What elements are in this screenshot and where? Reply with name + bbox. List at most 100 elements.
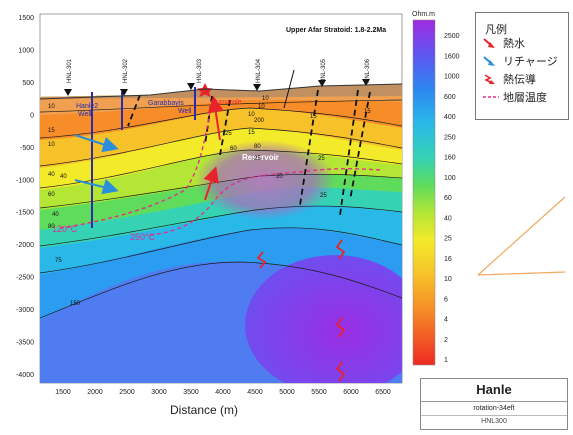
colorbar (412, 19, 436, 366)
contour-value-label: 75 (55, 258, 62, 264)
y-tick-label: -500 (20, 145, 34, 152)
title-block-code: HNL300 (481, 418, 507, 425)
y-tick-label: 500 (22, 80, 34, 87)
x-tick-label: 3000 (151, 389, 167, 396)
fumarole-star-icon (197, 83, 213, 97)
well-name-label: HNL-306 (365, 58, 371, 83)
contour-value-label: 15 (364, 109, 371, 115)
well-name-label: HNL-301 (67, 58, 73, 83)
contour-value-label: 15 (48, 128, 55, 134)
legend-title: 凡例 (485, 23, 507, 36)
well-annotation-well: Well (78, 111, 92, 118)
contour-value-label: 80 (48, 224, 55, 230)
contour-value-label: 10 (48, 104, 55, 110)
x-tick-label: 4000 (215, 389, 231, 396)
well-annotation-fumarole: Fumarole (212, 99, 242, 106)
y-tick-label: -3000 (16, 307, 34, 314)
contour-value-label: 200 (254, 118, 265, 124)
title-block: Hanle rotation-34eft HNL300 (420, 378, 568, 430)
y-tick-label: 1000 (18, 47, 34, 54)
colorbar-label: 100 (444, 175, 456, 182)
colorbar-label: 400 (444, 114, 456, 121)
temp-label-120: 120°C (52, 224, 78, 234)
x-tick-label: 6000 (343, 389, 359, 396)
upper-stratoid-label: Upper Afar Stratoid: 1.8-2.2Ma (286, 27, 386, 34)
colorbar-label: 6 (444, 296, 448, 303)
colorbar-label: 2 (444, 337, 448, 344)
contour-value-label: 10 (48, 142, 55, 148)
colorbar-label: 40 (444, 215, 452, 222)
recharge-arrow-icon (483, 56, 495, 66)
hot-water-arrow-icon (483, 38, 495, 48)
colorbar-label: 60 (444, 195, 452, 202)
contour-value-label: 60 (230, 146, 237, 152)
upper-label-leader (283, 69, 295, 109)
hot-water-arrows (203, 96, 224, 201)
contour-value-label: 40 (60, 174, 67, 180)
callout-lines (477, 196, 566, 276)
y-tick-label: -2000 (16, 242, 34, 249)
x-tick-label: 6500 (375, 389, 391, 396)
legend-item-temperature: 地層温度 (482, 89, 547, 105)
contour-value-label: 40 (52, 212, 59, 218)
colorbar-label: 4 (444, 317, 448, 324)
contour-value-label: 150 (70, 301, 81, 307)
legend-label-hot-water: 熱水 (503, 37, 525, 50)
legend-label-temperature: 地層温度 (503, 91, 547, 104)
conduction-zigzags (256, 239, 346, 382)
well-name-label: HNL-304 (256, 58, 262, 83)
x-tick-label: 5000 (279, 389, 295, 396)
well-name-label: HNL-305 (321, 58, 327, 83)
colorbar-label: 25 (444, 236, 452, 243)
legend-label-recharge: リチャージ (503, 55, 558, 68)
colorbar-label: 160 (444, 155, 456, 162)
legend-item-conduction: 熱伝導 (482, 71, 536, 87)
contour-value-label: 10 (258, 104, 265, 110)
x-tick-label: 5500 (311, 389, 327, 396)
contour-value-label: 15 (248, 130, 255, 136)
title-block-subtitle: rotation-34eft (421, 402, 567, 416)
temperature-isotherms (59, 99, 381, 236)
well-annotation-well-2: Well (178, 108, 192, 115)
colorbar-label: 10 (444, 276, 452, 283)
legend-item-recharge: リチャージ (482, 53, 558, 69)
contour-value-label: 25 (225, 131, 232, 137)
colorbar-label: 1600 (444, 53, 460, 60)
contour-value-label: 10 (248, 112, 255, 118)
colorbar-label: 1000 (444, 74, 460, 81)
well-name-label: HNL-302 (123, 58, 129, 83)
ground-surface (39, 83, 403, 100)
contour-value-label: 40 (48, 172, 55, 178)
well-annotation-garabbayis: Garabbayis (148, 100, 184, 107)
x-tick-label: 2500 (119, 389, 135, 396)
x-tick-label: 1500 (55, 389, 71, 396)
y-tick-label: 1500 (18, 15, 34, 22)
well-name-label: HNL-303 (197, 58, 203, 83)
contour-value-label: 25 (320, 193, 327, 199)
contour-value-label: 10 (262, 96, 269, 102)
conduction-zigzag-icon (484, 74, 495, 84)
colorbar-label: 600 (444, 94, 456, 101)
contour-value-label: 15 (310, 114, 317, 120)
temp-label-250: 250°C (130, 232, 156, 242)
y-tick-label: -1000 (16, 177, 34, 184)
well-annotation-hanle2: Hanle2 (76, 103, 98, 110)
recharge-arrows (74, 134, 119, 195)
reservoir-label: Reservoir (242, 153, 279, 162)
y-tick-label: -3500 (16, 340, 34, 347)
x-tick-label: 3500 (183, 389, 199, 396)
colorbar-label: 16 (444, 256, 452, 263)
colorbar-label: 250 (444, 134, 456, 141)
resistivity-contours (39, 99, 403, 319)
temperature-line-icon (483, 96, 499, 98)
legend: 凡例 熱水 リチャージ 熱伝導 地層温度 (475, 12, 569, 120)
contour-value-label: 60 (48, 192, 55, 198)
y-tick-label: -1500 (16, 210, 34, 217)
legend-item-hot-water: 熱水 (482, 35, 525, 51)
title-block-name: Hanle (421, 379, 567, 402)
y-tick-label: -4000 (16, 372, 34, 379)
y-tick-label: -2500 (16, 275, 34, 282)
colorbar-unit: Ohm.m (412, 11, 435, 18)
x-axis-title: Distance (m) (170, 403, 238, 417)
